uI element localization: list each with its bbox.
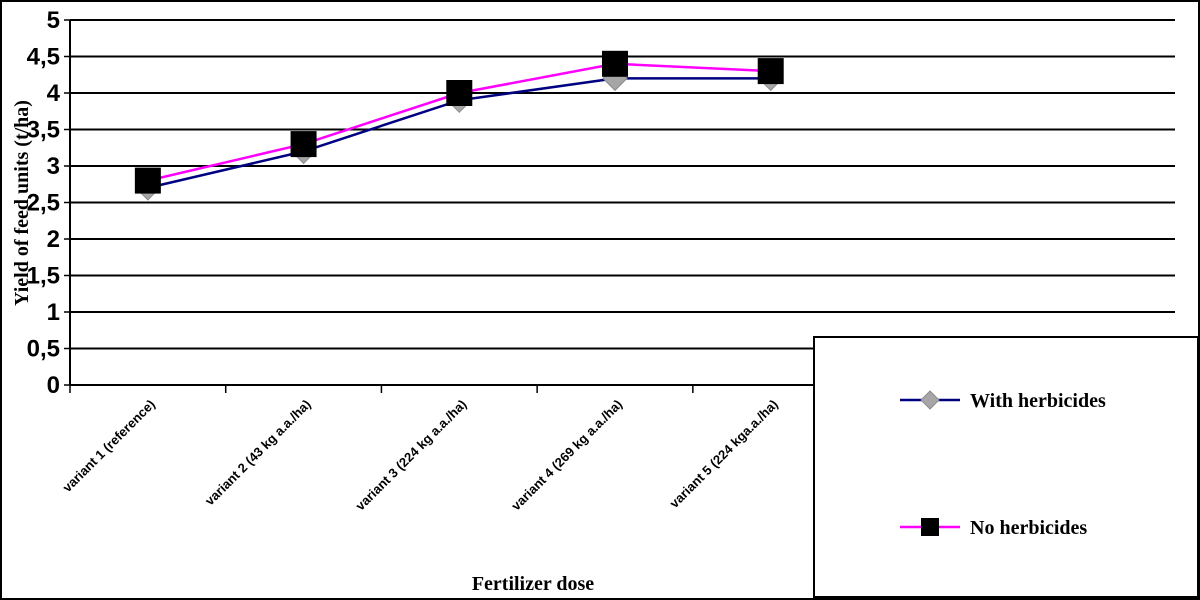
series-2-point bbox=[134, 167, 161, 194]
x-tick-label: variant 3 (224 kg a.a./ha) bbox=[353, 397, 470, 514]
y-tick-labels: 0 0,5 1 1,5 2 2,5 3 3,5 4 4,5 5 bbox=[27, 7, 61, 399]
y-tick-label: 3,5 bbox=[27, 117, 60, 144]
y-tick-label: 1,5 bbox=[27, 263, 60, 290]
x-tick-label: variant 2 (43 kg a.a./ha) bbox=[202, 397, 314, 509]
y-tick-label: 2 bbox=[47, 226, 60, 253]
y-tick-label: 2,5 bbox=[27, 190, 60, 217]
legend-label: With herbicides bbox=[970, 390, 1106, 412]
series-2-point bbox=[290, 131, 317, 158]
series-2-point bbox=[446, 80, 473, 106]
x-axis-title: Fertilizer dose bbox=[472, 573, 594, 595]
legend-marker bbox=[920, 390, 940, 410]
x-tick-labels: variant 1 (reference) variant 2 (43 kg a.… bbox=[59, 397, 780, 514]
legend-marker bbox=[921, 518, 939, 536]
y-tick-label: 0 bbox=[47, 372, 60, 399]
x-tick-label: variant 1 (reference) bbox=[59, 397, 157, 495]
legend-box bbox=[813, 336, 1199, 598]
legend: With herbicides No herbicides bbox=[813, 336, 1199, 598]
markers bbox=[134, 50, 784, 201]
series-2-point bbox=[602, 50, 628, 77]
legend-label: No herbicides bbox=[970, 517, 1087, 539]
y-tick-label: 4 bbox=[47, 80, 61, 107]
y-tick-label: 4,5 bbox=[27, 44, 60, 71]
y-tick-label: 3 bbox=[47, 153, 60, 180]
y-tick-label: 0,5 bbox=[27, 336, 60, 363]
y-axis-title: Yield of feed units (t/ha) bbox=[11, 100, 33, 306]
y-tick-label: 5 bbox=[47, 7, 60, 34]
y-tick-label: 1 bbox=[47, 299, 60, 326]
series-2-point bbox=[757, 58, 784, 85]
x-tick-label: variant 5 (224 kga.a./ha) bbox=[667, 397, 781, 511]
x-tick-label: variant 4 (269 kg a.a./ha) bbox=[508, 397, 625, 514]
